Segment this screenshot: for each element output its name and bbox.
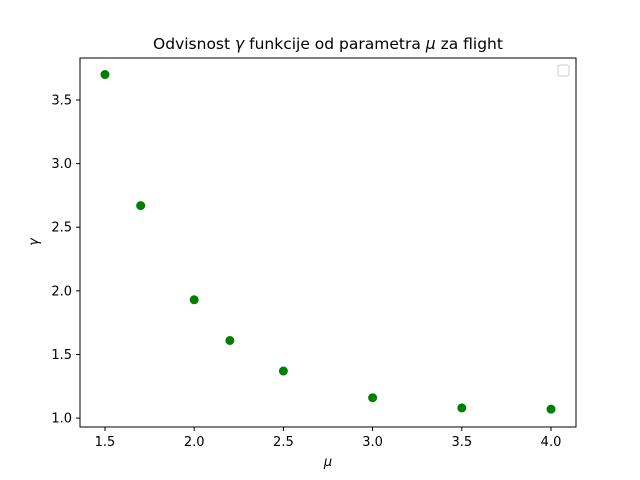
x-tick-label: 3.5 (451, 435, 472, 450)
plot-frame (79, 57, 577, 428)
legend-box (557, 64, 570, 77)
x-tick-label: 4.0 (541, 435, 562, 450)
x-tick-label: 1.5 (95, 435, 116, 450)
data-point (278, 366, 288, 376)
y-tick-label: 2.0 (51, 284, 72, 299)
y-tick-label: 3.5 (51, 93, 72, 108)
data-point (100, 70, 110, 80)
y-tick-label: 2.5 (51, 221, 72, 236)
data-point (546, 404, 556, 414)
x-tick-label: 2.0 (184, 435, 205, 450)
y-tick-label: 1.5 (51, 348, 72, 363)
data-point (225, 335, 235, 345)
y-tick-label: 3.0 (51, 157, 72, 172)
data-point (457, 403, 467, 413)
data-point (189, 295, 199, 305)
x-axis-ticks: 1.5 2.0 2.5 3.0 3.5 4.0 (95, 427, 562, 450)
y-tick-label: 1.0 (51, 412, 72, 427)
x-tick-label: 3.0 (362, 435, 383, 450)
x-axis-label: μ (323, 455, 332, 470)
data-point (368, 393, 378, 403)
data-points (100, 70, 556, 414)
data-point (136, 201, 146, 211)
y-axis-label: γ (27, 237, 42, 246)
chart-title: Odvisnost γ funkcije od parametra μ za f… (153, 35, 503, 53)
y-axis-ticks: 1.0 1.5 2.0 2.5 3.0 3.5 (51, 93, 80, 427)
x-tick-label: 2.5 (273, 435, 294, 450)
